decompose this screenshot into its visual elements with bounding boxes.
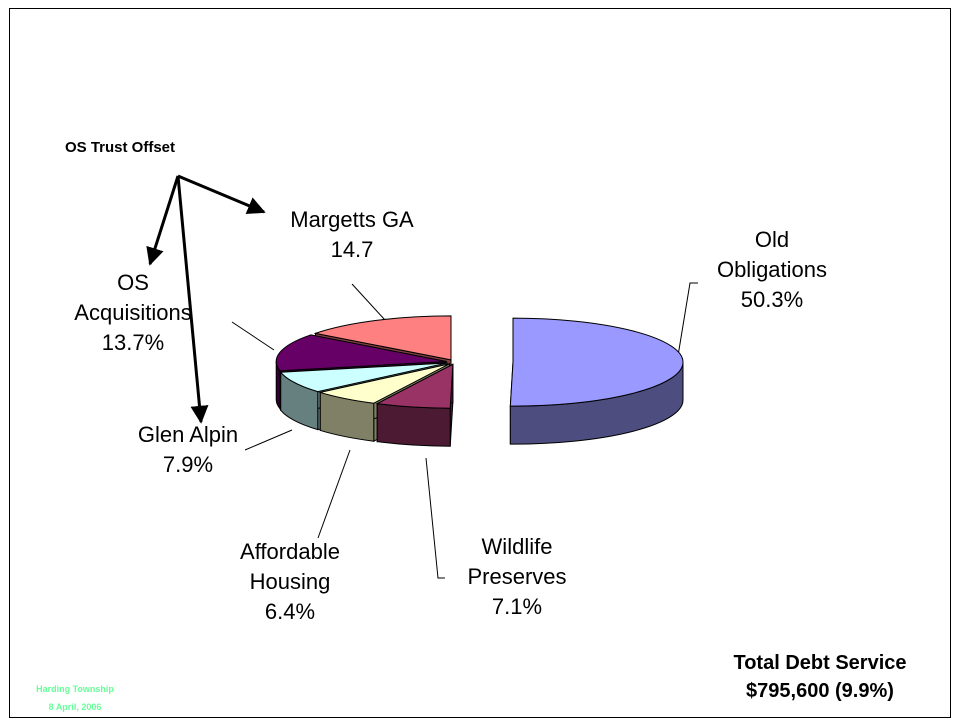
slice-name: OS Acquisitions: [74, 270, 192, 325]
slice-name: Margetts GA: [290, 207, 414, 232]
total-title: Total Debt Service: [733, 652, 907, 674]
slice-value: 13.7%: [101, 330, 165, 355]
offset-arrows: [146, 174, 266, 424]
slice-value: 50.3%: [740, 287, 804, 312]
slice-top: [279, 362, 448, 393]
slice-label: Glen Alpin 7.9%: [113, 420, 263, 480]
offset-title: OS Trust Offset: [64, 139, 176, 156]
slice-top: [318, 363, 450, 404]
slice-name: Wildlife Preserves: [467, 534, 567, 589]
frame: [9, 8, 951, 718]
pie-slice: [509, 317, 684, 445]
slice-label: Affordable Housing 6.4%: [225, 537, 355, 627]
slice-name: Affordable Housing: [240, 539, 340, 594]
slice-top: [275, 334, 447, 372]
slice-label: Old Obligations 50.3%: [697, 225, 847, 315]
slice-label: OS Acquisitions 13.7%: [70, 268, 196, 358]
slice-label: Margetts GA 14.7: [252, 205, 452, 265]
total-value: $795,600 (9.9%): [746, 680, 894, 702]
slice-label: Wildlife Preserves 7.1%: [452, 532, 582, 622]
pie-slice: [375, 363, 454, 447]
leader-lines: [231, 282, 698, 579]
slice-top: [375, 363, 454, 409]
slice-name: Old Obligations: [716, 227, 828, 282]
slice-top: [509, 317, 684, 407]
slice-top: [313, 315, 452, 361]
slice-value: 14.7: [330, 237, 374, 262]
slice-value: 7.9%: [162, 452, 214, 477]
slice-outer-wall: [376, 403, 451, 447]
slice-value: 7.1%: [491, 594, 543, 619]
slice-name: Glen Alpin: [137, 422, 239, 447]
footer-date: 8 April, 2006: [48, 702, 102, 712]
slice-value: 6.4%: [264, 599, 316, 624]
footer-org: Harding Township: [36, 684, 114, 694]
